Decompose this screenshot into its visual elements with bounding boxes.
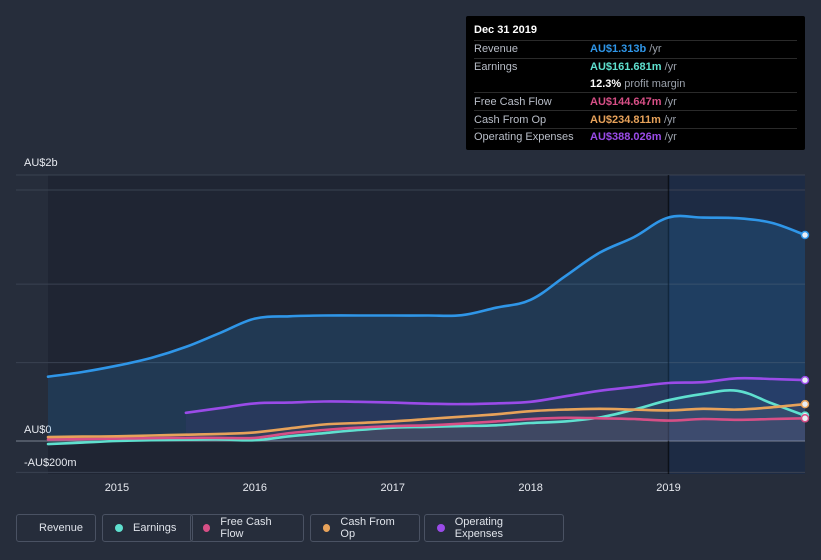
legend-dot-icon: [203, 524, 211, 532]
legend-item-fcf[interactable]: Free Cash Flow: [190, 514, 304, 542]
tooltip-row-unit: /yr: [664, 131, 677, 144]
tooltip-row-unit: /yr: [649, 43, 662, 56]
legend-label: Free Cash Flow: [220, 516, 272, 540]
tooltip-row: Earnings AU$161.681m/yr: [474, 57, 797, 76]
tooltip-row: Free Cash Flow AU$144.647m/yr: [474, 92, 797, 110]
legend-item-revenue[interactable]: Revenue: [16, 514, 96, 542]
tooltip-rows: Revenue AU$1.313b/yr Earnings AU$161.681m/y…: [474, 40, 797, 146]
x-tick-label: 2015: [105, 482, 129, 494]
tooltip-row-value: AU$161.681m: [590, 61, 662, 74]
x-tick-label: 2019: [656, 482, 680, 494]
tooltip-row: Cash From Op AU$234.811m/yr: [474, 110, 797, 128]
series-line-revenue: [46, 214, 807, 378]
x-tick-label: 2016: [243, 482, 267, 494]
tooltip-row: 12.3% profit margin: [474, 76, 797, 93]
legend-item-opex[interactable]: Operating Expenses: [424, 514, 564, 542]
series-end-point-revenue: [800, 230, 810, 240]
tooltip-row-value: AU$1.313b: [590, 43, 647, 56]
x-tick-label: 2017: [380, 482, 404, 494]
series-area-revenue: [48, 215, 805, 441]
tooltip-row-label: Earnings: [474, 61, 518, 74]
legend-label: Revenue: [39, 522, 84, 534]
y-axis-label: AU$0: [24, 424, 52, 436]
legend-label: Cash From Op: [340, 516, 395, 540]
legend-item-cfo[interactable]: Cash From Op: [310, 514, 420, 542]
tooltip-row-label: Operating Expenses: [474, 131, 574, 144]
series-area-earnings: [48, 390, 805, 445]
tooltip-row-label: Free Cash Flow: [474, 95, 552, 108]
series-end-point-fcf: [800, 414, 810, 423]
legend-dot-icon: [437, 524, 445, 532]
series-line-earnings: [46, 389, 807, 446]
tooltip-row: Revenue AU$1.313b/yr: [474, 40, 797, 58]
series-line-opex: [184, 376, 807, 415]
series-line-fcf: [46, 416, 807, 441]
tooltip-row-label: Revenue: [474, 43, 519, 56]
tooltip-row-unit: /yr: [664, 95, 677, 108]
tooltip-row-unit: /yr: [664, 61, 677, 74]
y-axis-label: AU$2b: [24, 157, 58, 169]
tooltip-panel: Dec 31 2019 Revenue AU$1.313b/yr Earnings A…: [466, 16, 805, 150]
series-area-opex: [185, 378, 805, 441]
legend-dot-icon: [323, 524, 331, 532]
tooltip-row-value: AU$388.026m: [590, 131, 662, 144]
tooltip-row-unit: profit margin: [624, 77, 686, 90]
y-axis-label: -AU$200m: [24, 457, 77, 469]
tooltip-row-label: Cash From Op: [474, 113, 547, 126]
series-area-fcf: [48, 417, 805, 441]
legend-item-earnings[interactable]: Earnings: [102, 514, 193, 542]
tooltip-row-value: 12.3%: [590, 77, 622, 90]
tooltip-row-unit: /yr: [663, 113, 677, 126]
tooltip-row: Operating Expenses AU$388.026m/yr: [474, 127, 797, 146]
tooltip-date: Dec 31 2019: [474, 24, 537, 36]
series-end-point-cfo: [800, 399, 810, 409]
series-end-point-opex: [800, 375, 810, 385]
legend-dot-icon: [115, 524, 123, 532]
legend-label: Earnings: [133, 522, 177, 534]
tooltip-row-value: AU$144.647m: [590, 95, 662, 108]
series-line-cfo: [46, 402, 807, 439]
x-tick-label: 2018: [518, 482, 542, 494]
tooltip-row-value: AU$234.811m: [590, 113, 661, 126]
legend-label: Operating Expenses: [454, 516, 504, 540]
